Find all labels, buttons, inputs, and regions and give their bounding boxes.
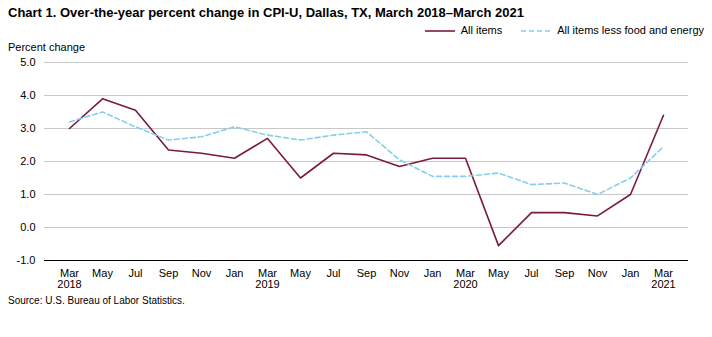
svg-text:Nov: Nov <box>588 267 608 279</box>
html-text:All items less food and energy: All items less food and energy <box>557 24 704 36</box>
svg-text:Jul: Jul <box>524 267 538 279</box>
svg-text:Sep: Sep <box>159 267 179 279</box>
svg-text:Jul: Jul <box>326 267 340 279</box>
svg-text:Mar2020: Mar2020 <box>453 267 477 290</box>
svg-text:May: May <box>92 267 113 279</box>
svg-text:Mar2021: Mar2021 <box>651 267 675 290</box>
svg-text:5.0: 5.0 <box>20 56 35 68</box>
svg-text:Jan: Jan <box>226 267 244 279</box>
svg-text:Sep: Sep <box>357 267 377 279</box>
svg-text:Jan: Jan <box>622 267 640 279</box>
svg-text:1.0: 1.0 <box>20 188 35 200</box>
svg-text:2.0: 2.0 <box>20 155 35 167</box>
svg-text:Mar2019: Mar2019 <box>255 267 279 290</box>
html-text:Source: U.S. Bureau of Labor S: Source: U.S. Bureau of Labor Statistics. <box>8 295 185 306</box>
svg-text:May: May <box>290 267 311 279</box>
svg-text:-1.0: -1.0 <box>17 254 36 266</box>
html-text:Percent change: Percent change <box>8 41 86 53</box>
svg-text:4.0: 4.0 <box>20 89 35 101</box>
svg-text:Nov: Nov <box>192 267 212 279</box>
svg-text:Jul: Jul <box>128 267 142 279</box>
html-text:All items: All items <box>460 24 503 36</box>
svg-text:Sep: Sep <box>555 267 575 279</box>
svg-text:Nov: Nov <box>390 267 410 279</box>
svg-text:May: May <box>488 267 509 279</box>
svg-text:3.0: 3.0 <box>20 122 35 134</box>
svg-text:Mar2018: Mar2018 <box>57 267 81 290</box>
svg-text:Jan: Jan <box>424 267 442 279</box>
html-text:Chart 1. Over-the-year percent: Chart 1. Over-the-year percent change in… <box>8 5 524 20</box>
svg-text:0.0: 0.0 <box>20 221 35 233</box>
